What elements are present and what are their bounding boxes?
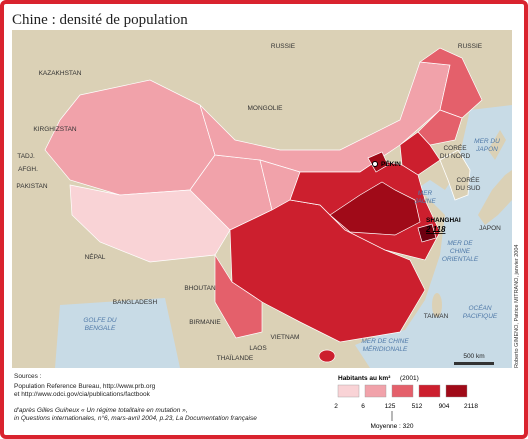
sea-label: MER DU bbox=[474, 138, 500, 145]
legend-year: (2001) bbox=[400, 375, 419, 382]
sea-label: BENGALE bbox=[85, 325, 116, 332]
provinces bbox=[44, 47, 483, 363]
city-dot bbox=[372, 161, 378, 167]
country-label: MONGOLIE bbox=[247, 105, 283, 112]
sea-label: MER DE bbox=[447, 240, 473, 247]
legend-break: 6 bbox=[361, 403, 365, 410]
sources-heading: Sources : bbox=[14, 373, 42, 380]
legend-swatch bbox=[445, 384, 468, 398]
sea-label: CHINE bbox=[450, 248, 471, 255]
country-label: TADJ. bbox=[17, 153, 35, 160]
country-label: CORÉE bbox=[443, 143, 467, 152]
sea-label: OCÉAN bbox=[468, 303, 491, 312]
country-label: KAZAKHSTAN bbox=[39, 70, 82, 77]
labels: RUSSIE RUSSIE KAZAKHSTAN MONGOLIE KIRGHIZSTA… bbox=[16, 43, 501, 362]
country-label: BANGLADESH bbox=[113, 299, 158, 306]
legend-break: 904 bbox=[439, 403, 450, 410]
sea bbox=[355, 105, 512, 368]
map: 500 km RUSSIE RUSSIE KAZAKHSTAN MONGOLIE KIR… bbox=[12, 30, 520, 368]
country-label: LAOS bbox=[249, 345, 267, 352]
legend-break: 2 bbox=[334, 403, 338, 410]
sea bbox=[55, 298, 180, 368]
source-line: Population Reference Bureau, http://www.… bbox=[14, 383, 156, 390]
scale-bar bbox=[454, 362, 494, 365]
country-label: RUSSIE bbox=[271, 43, 296, 50]
sea-label: MÉRIDIONALE bbox=[363, 344, 408, 353]
sea-label: MER DE CHINE bbox=[361, 338, 409, 345]
country-label: KIRGHIZSTAN bbox=[33, 126, 77, 133]
country-label: BIRMANIE bbox=[189, 319, 221, 326]
scale-label: 500 km bbox=[463, 353, 484, 360]
country-label: THAÏLANDE bbox=[217, 354, 254, 362]
country-label: DU NORD bbox=[440, 153, 471, 160]
country-label: NÉPAL bbox=[85, 252, 106, 261]
country-label: TAIWAN bbox=[424, 313, 449, 320]
city-density: 2 118 bbox=[425, 225, 446, 234]
korea bbox=[439, 149, 471, 201]
country-label: DU SUD bbox=[456, 185, 481, 192]
legend-break: 125 bbox=[385, 403, 396, 410]
credit: Roberto GIMENO, Patrice MITRANO, janvier… bbox=[514, 245, 520, 368]
title: Chine : densité de population bbox=[12, 12, 188, 28]
city-label: SHANGHAI bbox=[426, 217, 461, 224]
sea-label: PACIFIQUE bbox=[463, 313, 498, 320]
sources: Sources : Population Reference Bureau, ht… bbox=[14, 373, 257, 422]
map-figure: Chine : densité de population 500 km bbox=[12, 12, 520, 430]
legend-break: 2118 bbox=[464, 403, 478, 410]
country-label: PAKISTAN bbox=[16, 183, 47, 190]
legend-swatch bbox=[418, 384, 441, 398]
legend-title: Habitants au km² bbox=[338, 375, 391, 382]
sea-label: JAUNE bbox=[413, 198, 436, 205]
country-label: AFGH. bbox=[18, 166, 38, 173]
country-label: VIETNAM bbox=[271, 334, 300, 341]
country-label: JAPON bbox=[479, 225, 501, 232]
sea-label: MER bbox=[418, 190, 433, 197]
legend-swatch bbox=[337, 384, 360, 398]
sea-label: ORIENTALE bbox=[442, 256, 479, 263]
city-label: PÉKIN bbox=[381, 159, 401, 168]
source-note: d'après Gilles Guiheux « Un régime total… bbox=[14, 407, 188, 414]
japan bbox=[478, 130, 512, 225]
legend-average: Moyenne : 320 bbox=[370, 423, 413, 430]
country-label: RUSSIE bbox=[458, 43, 483, 50]
sea-label: GOLFE DU bbox=[83, 317, 117, 324]
source-note: in Questions internationales, n°6, mars-… bbox=[14, 414, 257, 422]
legend-swatch bbox=[391, 384, 414, 398]
source-line: et http://www.odci.gov/cia/publications/… bbox=[14, 391, 151, 398]
legend-break: 512 bbox=[412, 403, 423, 410]
legend-swatch bbox=[364, 384, 387, 398]
taiwan bbox=[432, 293, 442, 317]
legend: Habitants au km² (2001) 2 6 125 512 904 2118 Moy… bbox=[334, 375, 478, 430]
country-label: BHOUTAN bbox=[184, 285, 216, 292]
country-label: CORÉE bbox=[456, 175, 480, 184]
sea-label: JAPON bbox=[475, 146, 498, 153]
